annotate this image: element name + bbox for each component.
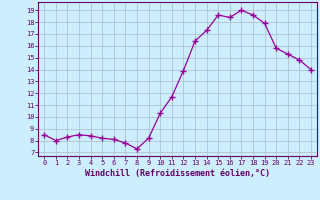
X-axis label: Windchill (Refroidissement éolien,°C): Windchill (Refroidissement éolien,°C) — [85, 169, 270, 178]
